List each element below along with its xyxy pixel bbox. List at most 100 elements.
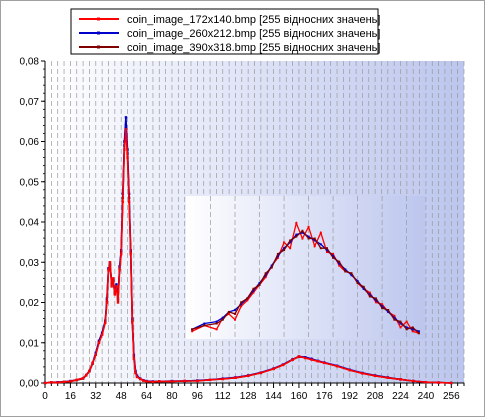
inset-series-line-1 — [191, 220, 420, 334]
inset-data-point — [234, 312, 237, 315]
y-tick-label: 0,01 — [20, 338, 40, 349]
inset-data-point — [393, 318, 396, 321]
data-point — [118, 269, 121, 272]
inset-data-point — [215, 328, 218, 331]
inset-data-point — [191, 330, 194, 333]
data-point — [124, 128, 128, 131]
data-point — [88, 369, 91, 373]
data-point — [291, 358, 294, 361]
x-tick-label: 192 — [341, 391, 358, 402]
data-point — [127, 200, 131, 204]
inset-data-point — [350, 274, 353, 277]
inset-data-point — [362, 285, 365, 288]
data-point — [316, 360, 320, 363]
x-tick-label: 144 — [265, 391, 282, 402]
inset-data-point — [381, 305, 384, 308]
inset-data-point — [344, 270, 347, 273]
inset-data-point — [203, 322, 206, 325]
inset-data-point — [374, 301, 377, 304]
data-point — [62, 380, 66, 383]
y-tick-label: 0,06 — [20, 137, 40, 148]
data-point — [105, 301, 109, 304]
inset-data-point — [240, 301, 243, 304]
data-point — [424, 380, 428, 384]
inset-data-point — [332, 252, 335, 255]
inset-data-point — [381, 303, 384, 306]
inset-data-point — [258, 283, 261, 286]
x-tick-label: 208 — [367, 391, 384, 402]
x-tick-label: 64 — [141, 391, 153, 402]
legend-label: coin_image_390x318.bmp [255 відносних зн… — [127, 42, 380, 54]
data-point — [142, 379, 145, 382]
inset-data-point — [246, 297, 249, 300]
data-point — [69, 380, 72, 383]
inset-data-point — [191, 328, 194, 331]
x-tick-label: 176 — [316, 391, 333, 402]
x-tick-label: 80 — [166, 391, 178, 402]
inset-data-point — [234, 309, 237, 312]
inset-data-point — [221, 318, 224, 321]
inset-data-point — [325, 251, 328, 254]
inset-data-point — [307, 225, 310, 228]
inset-data-point — [276, 256, 279, 259]
inset-data-point — [283, 247, 286, 250]
data-point — [100, 333, 104, 336]
data-point — [56, 381, 59, 384]
inset-data-point — [221, 316, 224, 319]
legend-swatch-marker — [97, 45, 100, 49]
inset-data-point — [295, 235, 298, 238]
inset-data-point — [252, 287, 255, 290]
inset-data-point — [417, 332, 420, 335]
data-point — [361, 372, 364, 375]
data-point — [373, 374, 377, 377]
y-tick-label: 0,08 — [20, 57, 40, 68]
x-tick-label: 160 — [291, 391, 308, 402]
legend-swatch-marker — [97, 31, 100, 35]
data-point — [158, 380, 161, 383]
data-point — [115, 283, 118, 286]
inset-data-point — [319, 231, 322, 234]
inset-data-point — [411, 330, 414, 333]
data-point — [43, 381, 47, 385]
x-tick-label: 112 — [215, 391, 231, 402]
data-point — [134, 371, 137, 375]
data-point — [304, 356, 307, 360]
inset-data-point — [295, 222, 298, 225]
data-point — [110, 285, 113, 288]
inset-data-point — [215, 320, 218, 323]
inset-data-point — [405, 326, 408, 329]
data-point — [297, 355, 301, 358]
inset-data-point — [374, 297, 377, 300]
inset-data-point — [381, 307, 384, 310]
data-point — [323, 361, 326, 365]
data-point — [310, 358, 313, 361]
data-point — [119, 253, 123, 256]
data-point — [121, 200, 124, 204]
inset-data-point — [399, 320, 402, 323]
inset-data-point — [325, 247, 328, 250]
inset-data-point — [313, 245, 316, 248]
data-point — [272, 367, 275, 371]
inset-data-point — [264, 276, 267, 279]
inset-data-point — [387, 310, 390, 313]
data-point — [131, 321, 134, 324]
inset-data-point — [368, 293, 371, 296]
data-point — [124, 116, 128, 119]
data-point — [112, 277, 115, 280]
inset-data-point — [411, 328, 414, 331]
inset-data-point — [301, 231, 304, 234]
inset-data-point — [411, 326, 414, 329]
data-point — [116, 301, 120, 304]
legend-box — [70, 8, 379, 55]
data-point — [132, 357, 136, 361]
inset-data-point — [350, 272, 353, 275]
inset-data-point — [387, 309, 390, 312]
inset-data-point — [307, 237, 310, 240]
legend-label: coin_image_172x140.bmp [255 відносних зн… — [127, 14, 380, 26]
inset-data-point — [240, 305, 243, 308]
data-point — [75, 378, 78, 381]
inset-data-point — [301, 237, 304, 240]
inset-series-line-3 — [191, 229, 420, 334]
data-point — [135, 375, 139, 379]
